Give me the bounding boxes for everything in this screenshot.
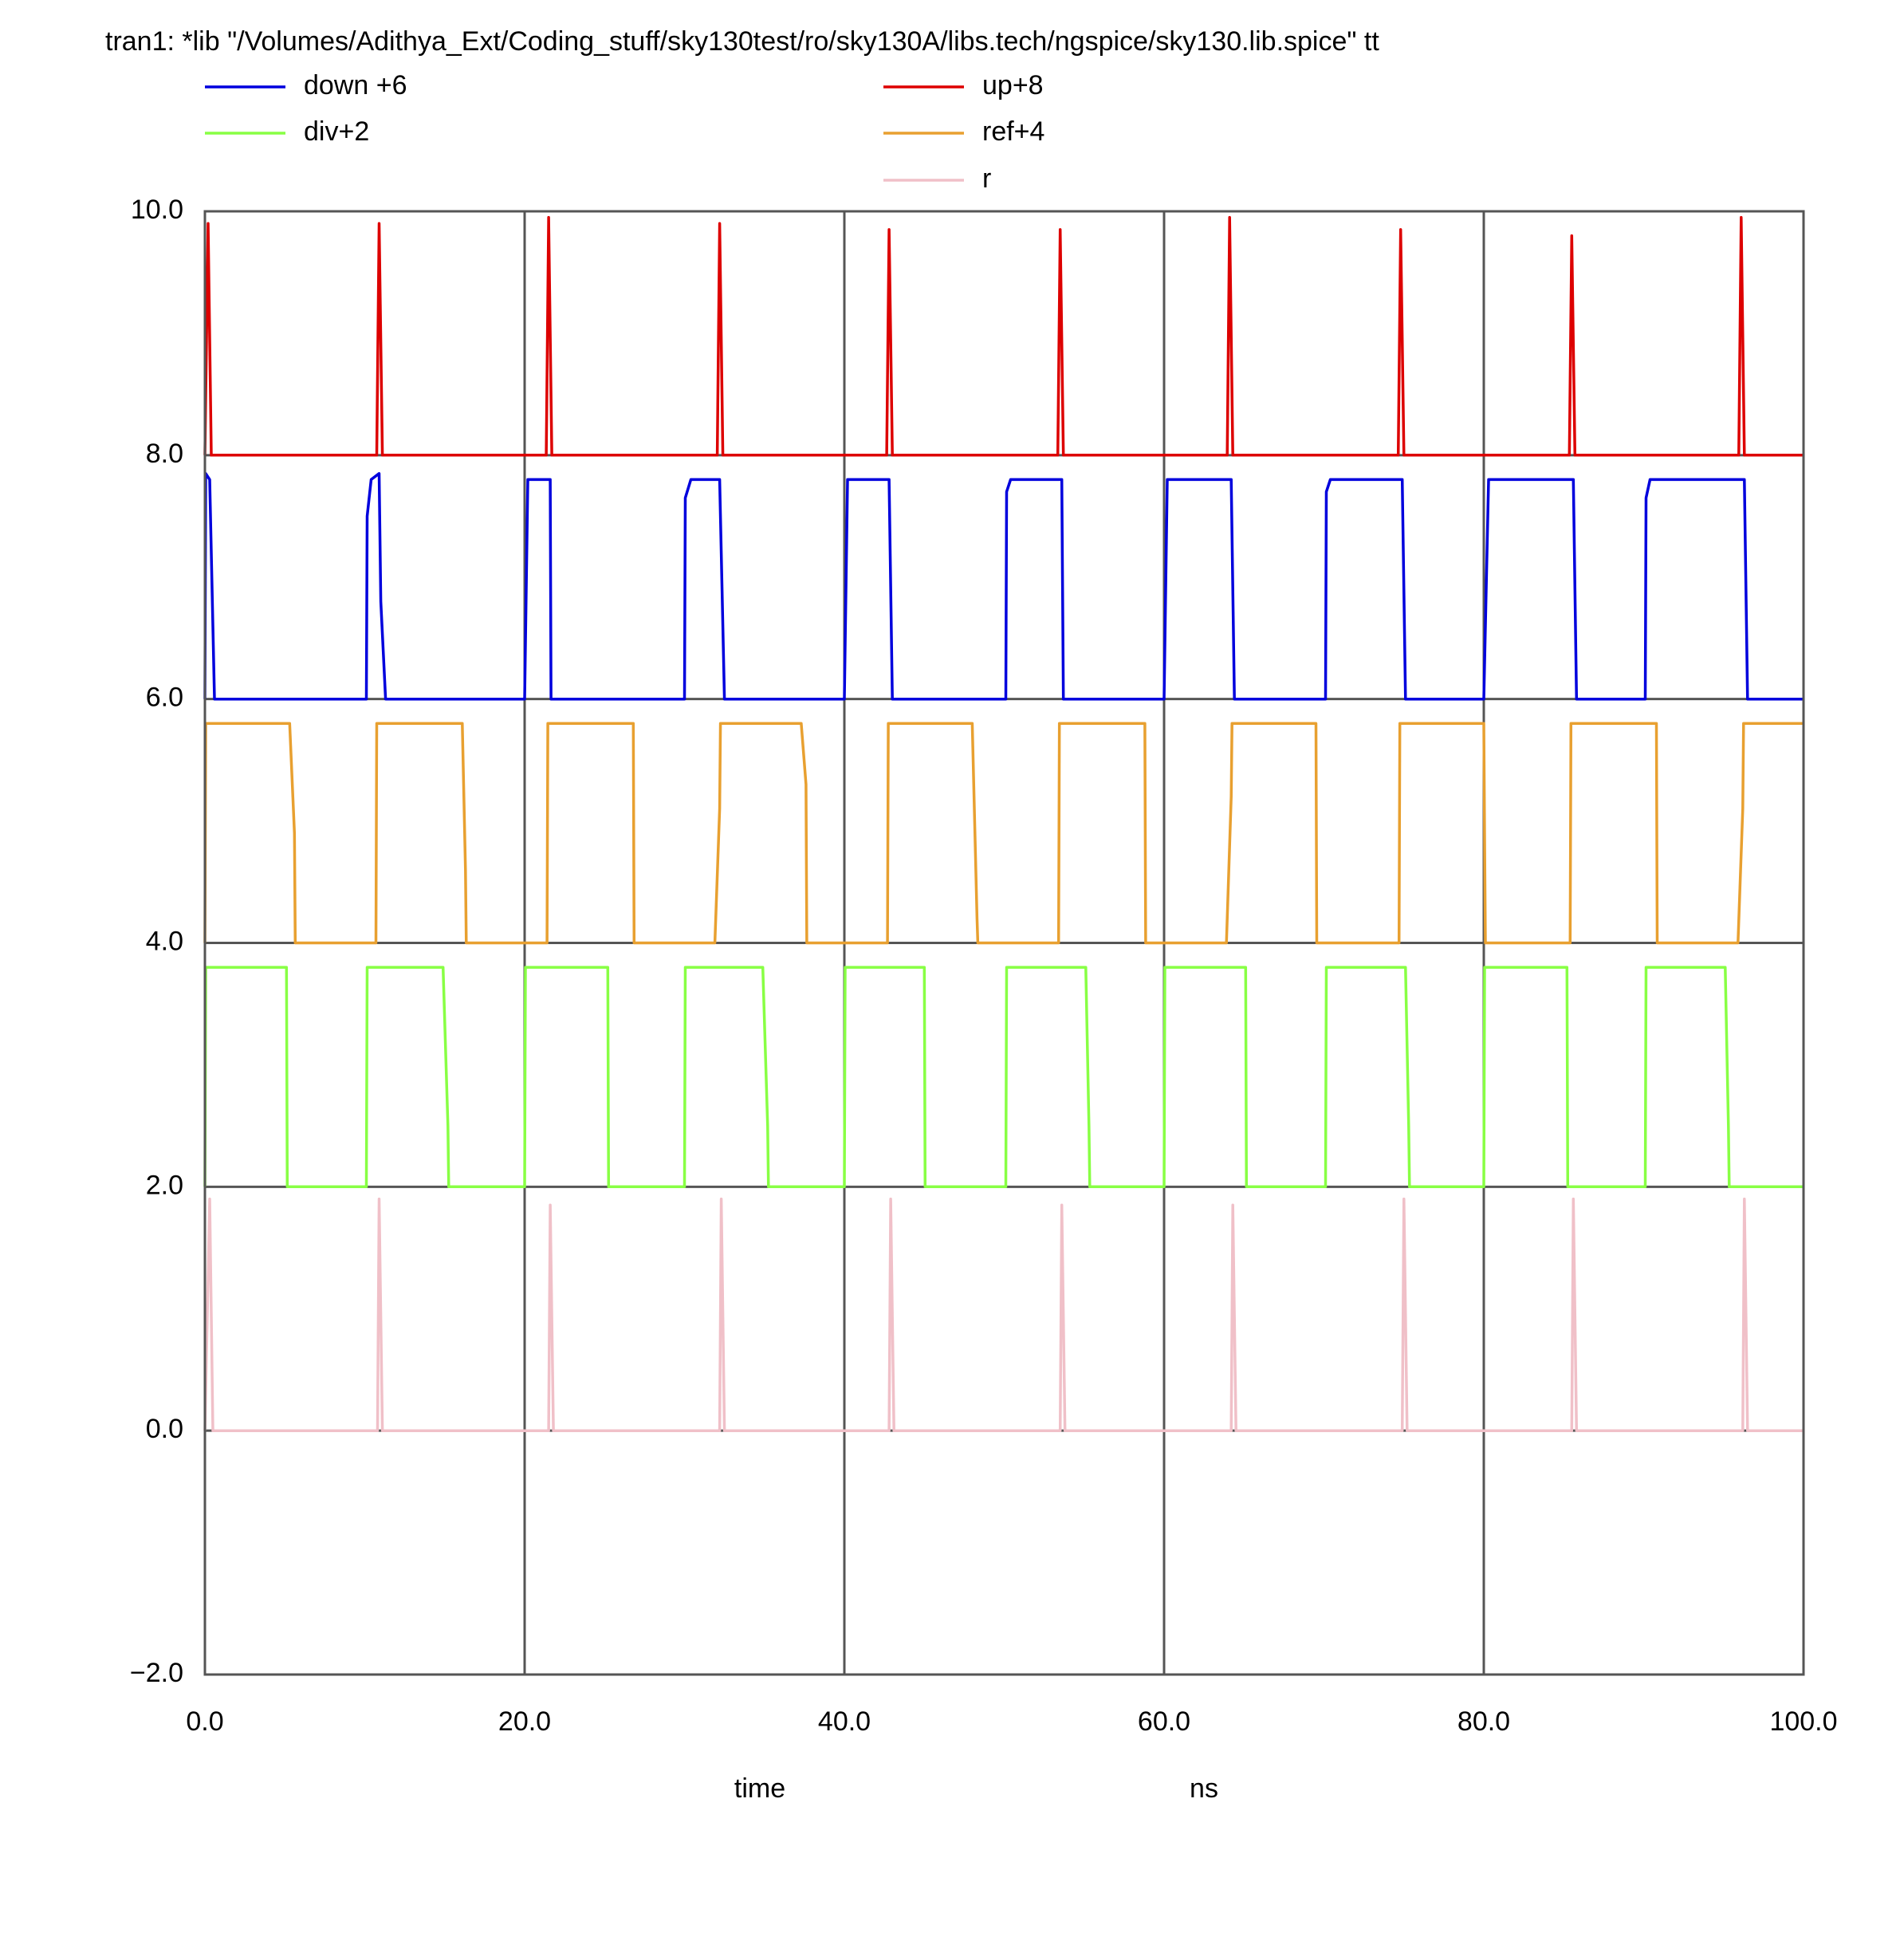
legend-label: ref+4	[982, 116, 1044, 147]
x-tick-label: 60.0	[1138, 1706, 1190, 1737]
y-tick-label: 8.0	[146, 439, 183, 469]
series-line	[203, 722, 1804, 945]
legend-label: up+8	[982, 70, 1044, 100]
x-axis-unit: ns	[1190, 1773, 1218, 1804]
y-tick-label: 4.0	[146, 926, 183, 956]
y-tick-label: 10.0	[131, 195, 183, 225]
series-line	[203, 1197, 1804, 1432]
series-line	[203, 472, 1804, 701]
y-tick-label: 2.0	[146, 1170, 183, 1200]
x-axis-label: time	[734, 1773, 785, 1804]
y-tick-label: 0.0	[146, 1414, 183, 1444]
y-tick-label: 6.0	[146, 683, 183, 713]
series-line	[203, 215, 1804, 457]
legend-label: down +6	[304, 70, 407, 100]
legend-label: r	[982, 163, 991, 194]
series-line	[203, 966, 1804, 1189]
legend-label: div+2	[304, 116, 369, 147]
x-tick-label: 80.0	[1457, 1706, 1510, 1737]
x-tick-label: 100.0	[1769, 1706, 1837, 1737]
y-tick-label: −2.0	[130, 1658, 183, 1688]
chart-title: tran1: *lib "/Volumes/Adithya_Ext/Coding…	[105, 26, 1379, 57]
x-tick-label: 20.0	[498, 1706, 551, 1737]
x-tick-label: 0.0	[186, 1706, 223, 1737]
x-tick-label: 40.0	[818, 1706, 871, 1737]
plot-frame	[203, 210, 1805, 1676]
